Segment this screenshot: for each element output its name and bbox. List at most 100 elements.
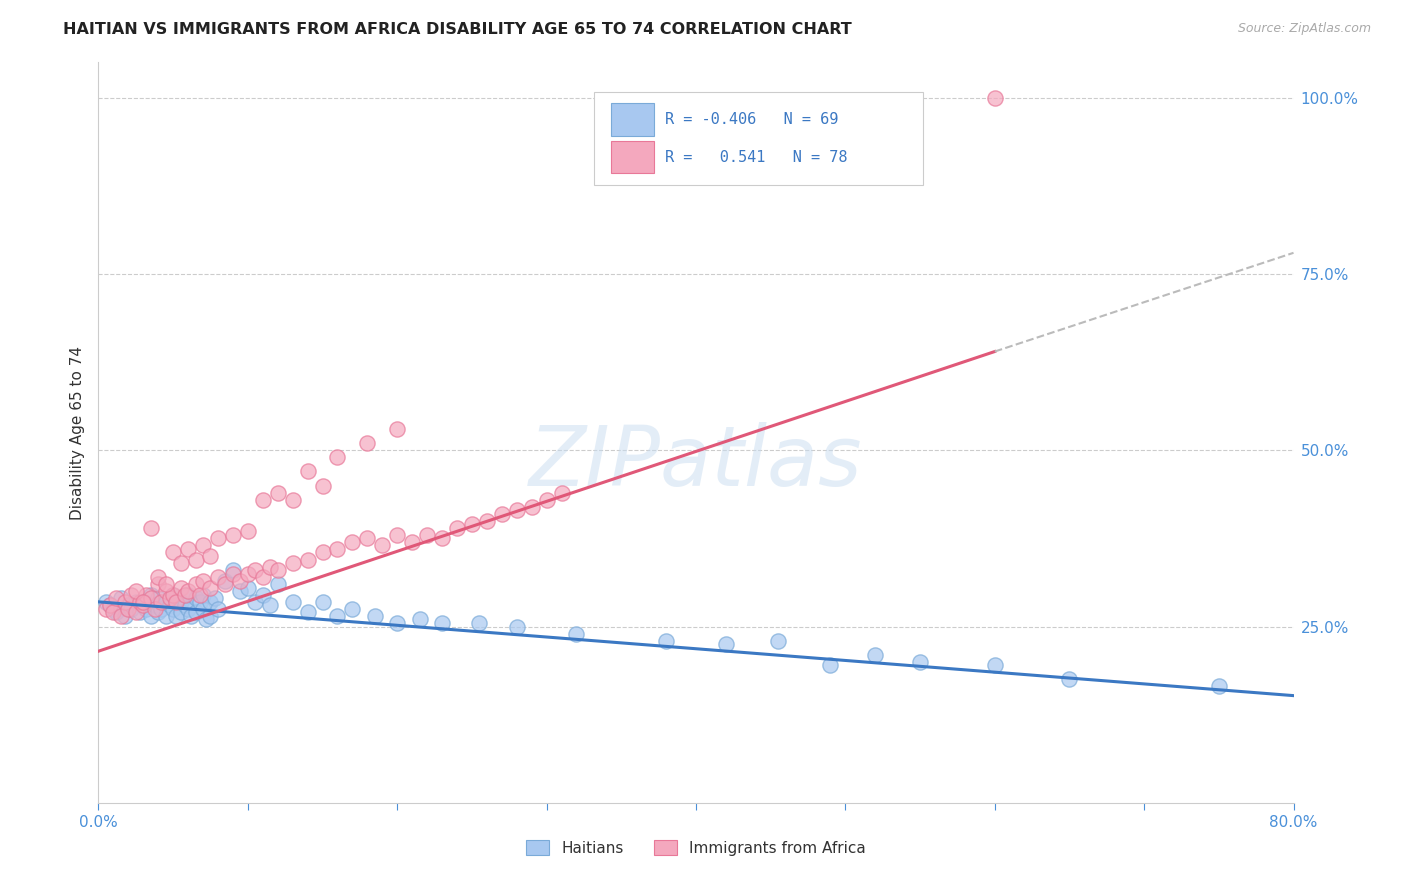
Point bbox=[117, 602, 139, 616]
Point bbox=[311, 595, 333, 609]
Point bbox=[125, 606, 148, 620]
Point bbox=[245, 595, 267, 609]
Point bbox=[184, 606, 207, 620]
Point bbox=[148, 591, 170, 606]
Point bbox=[506, 619, 529, 633]
Point bbox=[311, 545, 333, 559]
Point bbox=[222, 528, 245, 542]
Point bbox=[468, 615, 491, 630]
Point bbox=[252, 588, 274, 602]
Point bbox=[191, 602, 214, 616]
Point bbox=[188, 595, 211, 609]
Point bbox=[430, 532, 453, 546]
Point bbox=[139, 609, 162, 624]
Point bbox=[408, 612, 430, 626]
Point bbox=[766, 633, 789, 648]
Point bbox=[714, 637, 737, 651]
Point bbox=[430, 615, 453, 630]
Point bbox=[120, 602, 142, 616]
Point bbox=[267, 563, 290, 577]
Point bbox=[105, 606, 128, 620]
Point bbox=[865, 648, 887, 662]
Text: Source: ZipAtlas.com: Source: ZipAtlas.com bbox=[1237, 22, 1371, 36]
Point bbox=[222, 566, 245, 581]
Point bbox=[385, 422, 409, 436]
Point bbox=[155, 609, 177, 624]
Point bbox=[191, 538, 214, 552]
Point bbox=[177, 584, 200, 599]
Point bbox=[984, 658, 1007, 673]
Point bbox=[491, 507, 513, 521]
Point bbox=[401, 535, 423, 549]
Point bbox=[252, 570, 274, 584]
Point bbox=[259, 559, 281, 574]
Point bbox=[356, 532, 378, 546]
Point bbox=[820, 658, 842, 673]
Point bbox=[132, 595, 155, 609]
Point bbox=[245, 563, 267, 577]
Point bbox=[267, 577, 290, 591]
Point bbox=[984, 91, 1007, 105]
Point bbox=[110, 591, 132, 606]
Point bbox=[162, 545, 184, 559]
Point bbox=[326, 450, 349, 465]
Point bbox=[655, 633, 678, 648]
Point bbox=[371, 538, 394, 552]
Point bbox=[135, 588, 157, 602]
Point bbox=[188, 588, 211, 602]
Point bbox=[103, 606, 125, 620]
Point bbox=[236, 581, 259, 595]
Point bbox=[139, 521, 162, 535]
Point bbox=[148, 606, 170, 620]
Point bbox=[165, 595, 187, 609]
Point bbox=[139, 588, 162, 602]
Point bbox=[342, 535, 364, 549]
Point bbox=[117, 599, 139, 613]
Text: R = -0.406   N = 69: R = -0.406 N = 69 bbox=[665, 112, 838, 127]
Point bbox=[120, 588, 142, 602]
Point bbox=[94, 602, 117, 616]
Point bbox=[536, 492, 558, 507]
Point bbox=[520, 500, 543, 514]
Point bbox=[908, 655, 931, 669]
Point bbox=[132, 595, 155, 609]
Point bbox=[143, 599, 166, 613]
Text: R =   0.541   N = 78: R = 0.541 N = 78 bbox=[665, 150, 848, 165]
Point bbox=[281, 595, 304, 609]
Point bbox=[184, 591, 207, 606]
Point bbox=[385, 615, 409, 630]
Point bbox=[129, 606, 152, 620]
Point bbox=[162, 588, 184, 602]
Point bbox=[191, 574, 214, 588]
Point bbox=[326, 541, 349, 556]
Point bbox=[565, 626, 588, 640]
Point bbox=[1059, 673, 1081, 687]
Point bbox=[191, 588, 214, 602]
Point bbox=[110, 609, 132, 624]
Point bbox=[207, 570, 229, 584]
Point bbox=[200, 549, 222, 563]
Point bbox=[155, 577, 177, 591]
Point bbox=[267, 485, 290, 500]
Point bbox=[114, 609, 136, 624]
Point bbox=[125, 595, 148, 609]
Point bbox=[162, 602, 184, 616]
Point bbox=[148, 570, 170, 584]
Point bbox=[297, 606, 319, 620]
Point bbox=[94, 595, 117, 609]
Point bbox=[364, 609, 387, 624]
Point bbox=[155, 595, 177, 609]
Point bbox=[229, 584, 252, 599]
Point bbox=[550, 485, 572, 500]
Point bbox=[207, 602, 229, 616]
Text: ZIPatlas: ZIPatlas bbox=[529, 422, 863, 503]
Point bbox=[200, 609, 222, 624]
Point bbox=[143, 602, 166, 616]
Y-axis label: Disability Age 65 to 74: Disability Age 65 to 74 bbox=[69, 345, 84, 520]
Point bbox=[252, 492, 274, 507]
Point bbox=[207, 532, 229, 546]
Point bbox=[506, 503, 529, 517]
Point bbox=[259, 599, 281, 613]
FancyBboxPatch shape bbox=[612, 141, 654, 173]
Point bbox=[155, 584, 177, 599]
